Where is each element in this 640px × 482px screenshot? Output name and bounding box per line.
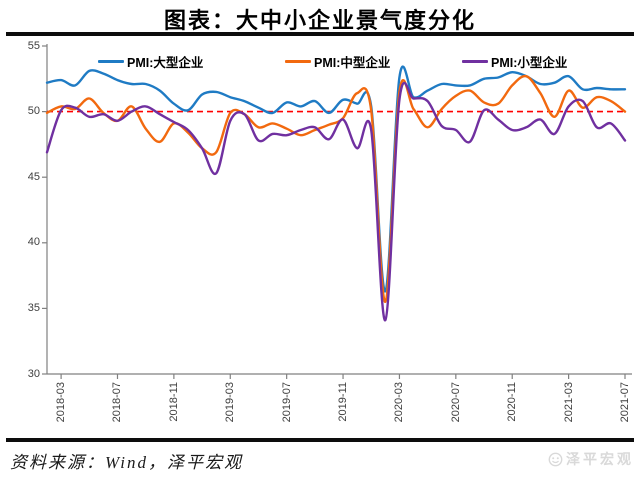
top-divider — [6, 32, 634, 36]
x-axis-tick-label: 2018-03 — [55, 382, 67, 423]
y-axis-tick-label: 35 — [27, 302, 40, 314]
legend-line-swatch — [285, 60, 311, 63]
y-axis-tick-label: 45 — [27, 171, 40, 183]
series-line-large — [45, 65, 627, 293]
y-axis-tick-label: 30 — [27, 368, 40, 380]
y-axis-tick-label: 50 — [27, 105, 40, 117]
y-axis-tick-label: 55 — [27, 40, 40, 52]
bottom-divider — [6, 438, 634, 442]
x-axis-tick-label: 2019-03 — [224, 382, 236, 423]
legend-item-small: PMI:小型企业 — [462, 54, 568, 70]
x-axis-tick-label: 2021-03 — [563, 382, 575, 423]
legend-item-large: PMI:大型企业 — [98, 54, 204, 70]
watermark: 泽平宏观 — [548, 449, 634, 469]
x-axis-tick-label: 2018-11 — [168, 382, 180, 422]
legend-label: PMI:小型企业 — [491, 56, 568, 70]
watermark-logo-icon — [548, 452, 563, 466]
source-note: 资料来源：Wind，泽平宏观 — [10, 453, 243, 472]
x-axis-tick-label: 2020-07 — [450, 382, 462, 423]
watermark-text: 泽平宏观 — [566, 451, 634, 467]
x-axis-tick-label: 2018-07 — [111, 382, 123, 423]
x-axis-tick-label: 2021-07 — [619, 382, 631, 423]
legend-item-medium: PMI:中型企业 — [285, 54, 391, 70]
chart-title: 图表：大中小企业景气度分化 — [163, 8, 476, 33]
x-axis-tick-label: 2019-11 — [337, 382, 349, 422]
x-axis-tick-label: 2020-11 — [506, 382, 518, 422]
legend-label: PMI:中型企业 — [314, 56, 391, 70]
legend-line-swatch — [98, 60, 124, 63]
legend-line-swatch — [462, 60, 488, 63]
series-line-medium — [45, 74, 627, 304]
x-axis-tick-label: 2019-07 — [281, 382, 293, 423]
y-axis-tick-label: 40 — [27, 236, 40, 248]
x-axis-tick-label: 2020-03 — [393, 382, 405, 423]
legend-label: PMI:大型企业 — [127, 56, 204, 70]
series-line-small — [45, 81, 627, 322]
